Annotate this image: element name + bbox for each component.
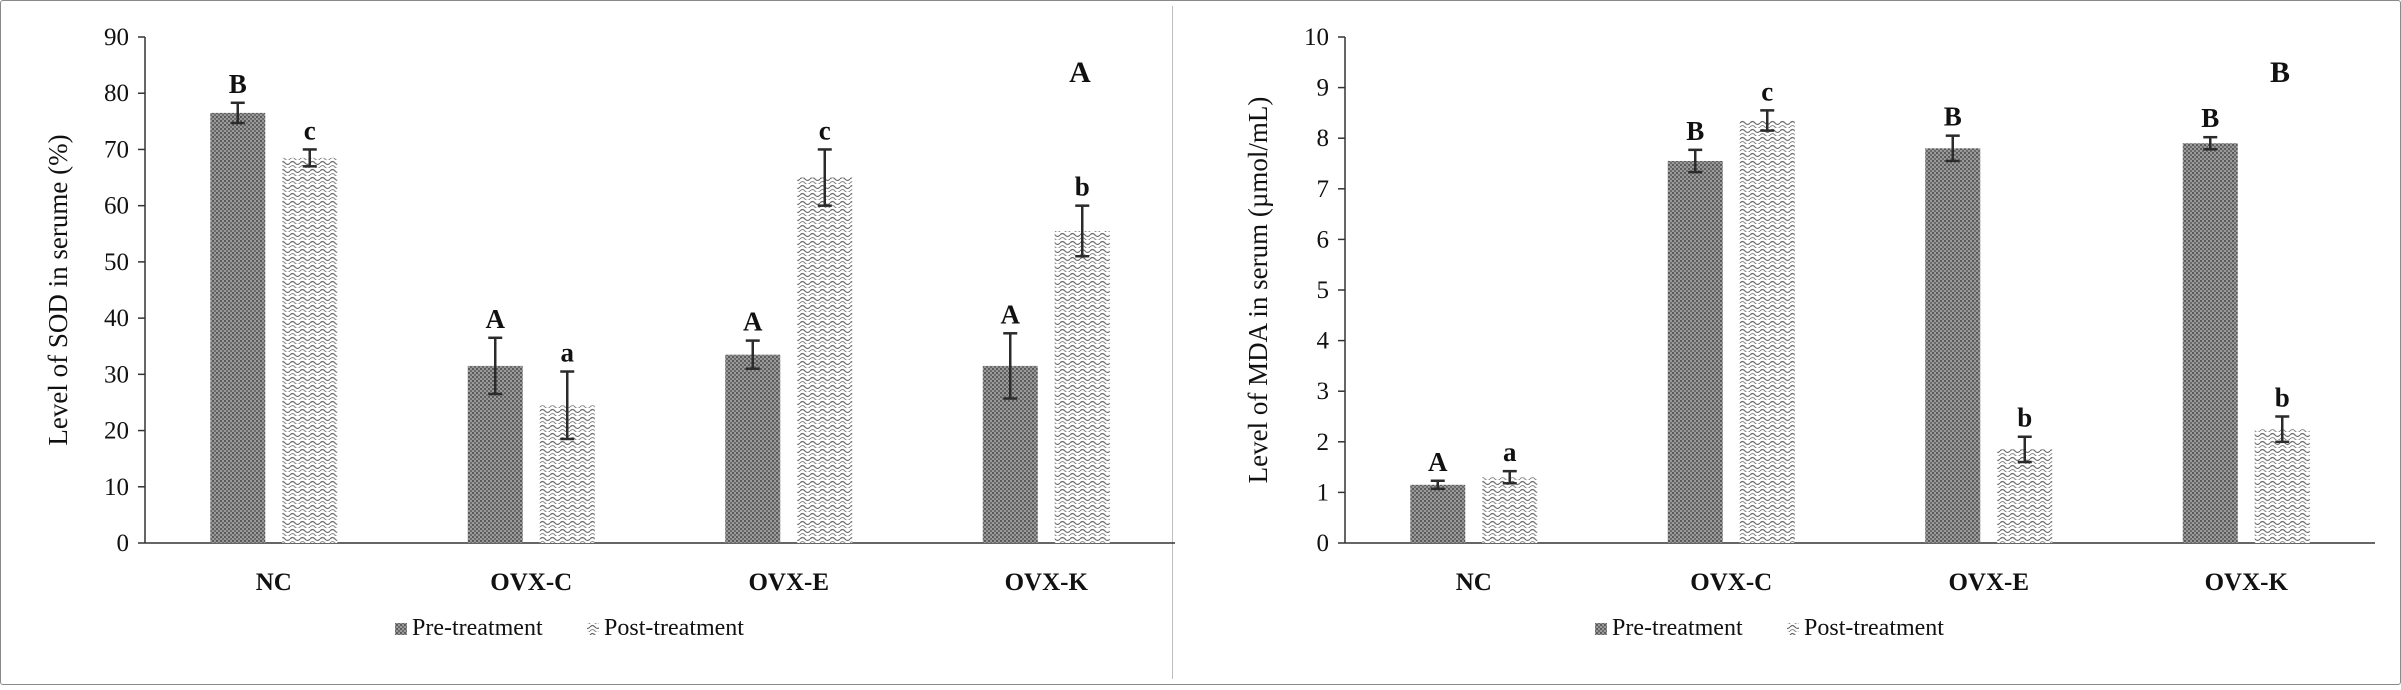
post-treatment-bar-nc <box>1482 477 1538 543</box>
y-tick-label: 6 <box>1317 226 1330 253</box>
category-label: OVX-K <box>2205 569 2289 596</box>
pre-treatment-bar-ovx-e <box>1925 148 1981 543</box>
y-tick-label: 0 <box>1317 530 1330 557</box>
significance-letter: A <box>743 307 763 337</box>
y-tick-label: 9 <box>1317 75 1330 102</box>
legend-swatch-post-treatment <box>1787 623 1799 635</box>
category-label: OVX-C <box>1690 569 1772 596</box>
legend-label-post-treatment: Post-treatment <box>604 615 744 641</box>
category-label: OVX-K <box>1005 569 1089 596</box>
panel-divider <box>1172 6 1173 679</box>
y-tick-label: 7 <box>1317 176 1330 203</box>
y-tick-label: 80 <box>104 80 129 107</box>
legend-label-post-treatment: Post-treatment <box>1804 615 1944 641</box>
significance-letter: b <box>2017 403 2032 433</box>
post-treatment-bar-ovx-e <box>1997 449 2053 543</box>
significance-letter: b <box>1075 172 1090 202</box>
significance-letter: a <box>561 338 575 368</box>
pre-treatment-bar-ovx-c <box>467 365 523 543</box>
post-treatment-bar-ovx-e <box>797 177 853 544</box>
post-treatment-bar-ovx-c <box>1739 120 1795 544</box>
significance-letter: B <box>229 69 247 99</box>
category-label: NC <box>1456 569 1492 596</box>
post-treatment-bar-ovx-k <box>2254 429 2310 543</box>
significance-letter: B <box>2201 103 2219 133</box>
significance-letter: a <box>1503 437 1517 467</box>
y-tick-label: 50 <box>104 249 129 276</box>
significance-letter: A <box>1428 447 1448 477</box>
y-tick-label: 30 <box>104 361 129 388</box>
y-tick-label: 3 <box>1317 378 1330 405</box>
y-tick-label: 90 <box>104 24 129 51</box>
post-treatment-bar-nc <box>282 157 338 543</box>
chart-svg-a: 0 10 20 30 40 50 60 70 80 90 Level of SOD in serum… <box>43 24 1175 641</box>
pre-treatment-bar-nc <box>1410 484 1466 543</box>
pre-treatment-bar-ovx-c <box>1667 160 1723 543</box>
y-tick-label: 5 <box>1317 277 1330 304</box>
chart-panel-a: 0 10 20 30 40 50 60 70 80 90 Level of SOD in serum… <box>0 0 1180 685</box>
legend-label-pre-treatment: Pre-treatment <box>1612 615 1743 641</box>
y-tick-label: 10 <box>104 474 129 501</box>
y-tick-label: 4 <box>1317 328 1330 355</box>
y-axis-title: Level of MDA in serum (µmol/mL) <box>1243 97 1273 484</box>
significance-letter: A <box>486 304 506 334</box>
y-tick-label: 70 <box>104 136 129 163</box>
category-label: OVX-E <box>1948 569 2029 596</box>
pre-treatment-bar-ovx-k <box>2182 143 2238 543</box>
legend-swatch-pre-treatment <box>395 623 407 635</box>
y-tick-label: 10 <box>1304 24 1329 51</box>
y-tick-label: 20 <box>104 418 129 445</box>
significance-letter: B <box>1944 102 1962 132</box>
category-label: OVX-C <box>490 569 572 596</box>
significance-letter: c <box>304 115 316 145</box>
post-treatment-bar-ovx-k <box>1054 230 1110 543</box>
significance-letter: c <box>1761 76 1773 106</box>
legend-label-pre-treatment: Pre-treatment <box>412 615 543 641</box>
y-tick-label: 0 <box>117 530 130 557</box>
significance-letter: c <box>819 115 831 145</box>
legend-swatch-post-treatment <box>587 623 599 635</box>
category-label: NC <box>256 569 292 596</box>
y-tick-label: 8 <box>1317 125 1330 152</box>
y-tick-label: 2 <box>1317 429 1330 456</box>
category-label: OVX-E <box>748 569 829 596</box>
legend-swatch-pre-treatment <box>1595 623 1607 635</box>
y-axis-title: Level of SOD in serume (%) <box>43 134 73 445</box>
significance-letter: B <box>1686 116 1704 146</box>
pre-treatment-bar-ovx-e <box>725 354 781 543</box>
y-tick-label: 1 <box>1317 479 1330 506</box>
pre-treatment-bar-nc <box>210 112 266 544</box>
y-tick-label: 60 <box>104 193 129 220</box>
panel-label: B <box>2270 56 2290 89</box>
significance-letter: A <box>1001 299 1021 329</box>
panel-label: A <box>1069 56 1091 89</box>
y-tick-label: 40 <box>104 305 129 332</box>
chart-panel-b: 0 1 2 3 4 5 6 7 8 9 10 Level of MDA in serum (µmol/… <box>1200 0 2380 685</box>
chart-svg-b: 0 1 2 3 4 5 6 7 8 9 10 Level of MDA in serum (µmol/… <box>1243 24 2375 641</box>
significance-letter: b <box>2275 383 2290 413</box>
